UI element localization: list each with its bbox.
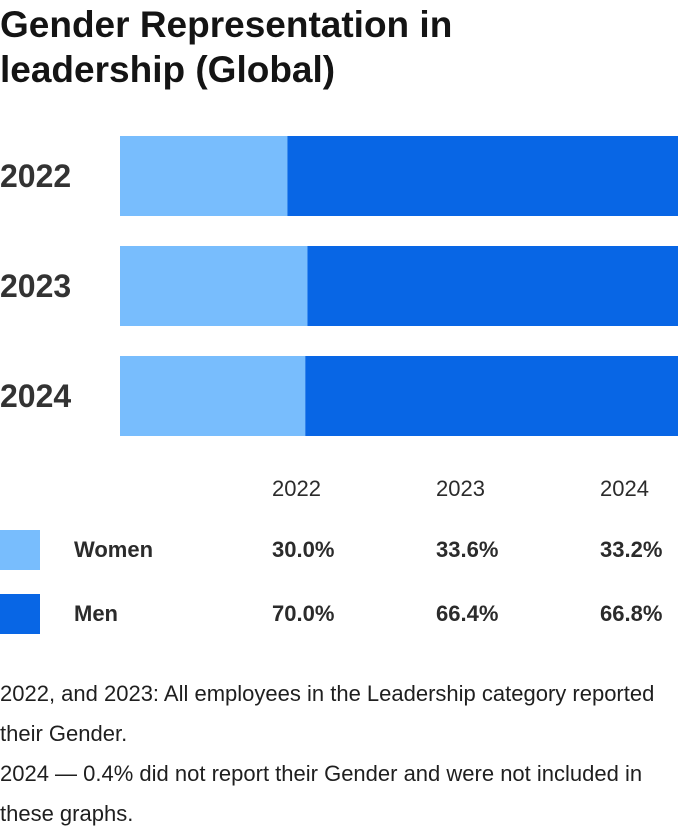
table-cell-men-2024: 66.8% [600, 601, 663, 626]
table-cell-men-2023: 66.4% [436, 601, 499, 626]
table-cell-women-2024: 33.2% [600, 537, 663, 562]
table-cell-women-2022: 30.0% [272, 537, 335, 562]
footnote: 2022, and 2023: All employees in the Lea… [0, 674, 680, 834]
table-header-2022: 2022 [272, 476, 321, 501]
table-header-2024: 2024 [600, 476, 649, 501]
footnote-line-2: 2024 — 0.4% did not report their Gender … [0, 761, 643, 826]
stacked-bar-chart: 2022 2023 2024 [0, 136, 678, 436]
bar-segment-women-2022 [120, 136, 288, 216]
legend-label-women: Women [74, 537, 154, 562]
table-cell-men-2022: 70.0% [272, 601, 335, 626]
footnote-line-1: 2022, and 2023: All employees in the Lea… [0, 681, 655, 746]
year-label-2022: 2022 [0, 158, 71, 194]
year-label-2023: 2023 [0, 268, 71, 304]
bar-segment-women-2023 [120, 246, 308, 326]
legend-label-men: Men [74, 601, 118, 626]
chart-title: Gender Representation in leadership (Glo… [0, 4, 453, 90]
table-header-2023: 2023 [436, 476, 485, 501]
bar-segment-women-2024 [120, 356, 306, 436]
bar-segment-men-2024 [305, 356, 678, 436]
legend-swatch-women [0, 530, 40, 570]
year-label-2024: 2024 [0, 378, 71, 414]
table-cell-women-2023: 33.6% [436, 537, 499, 562]
bar-segment-men-2022 [287, 136, 678, 216]
legend-swatch-men [0, 594, 40, 634]
bar-segment-men-2023 [307, 246, 678, 326]
